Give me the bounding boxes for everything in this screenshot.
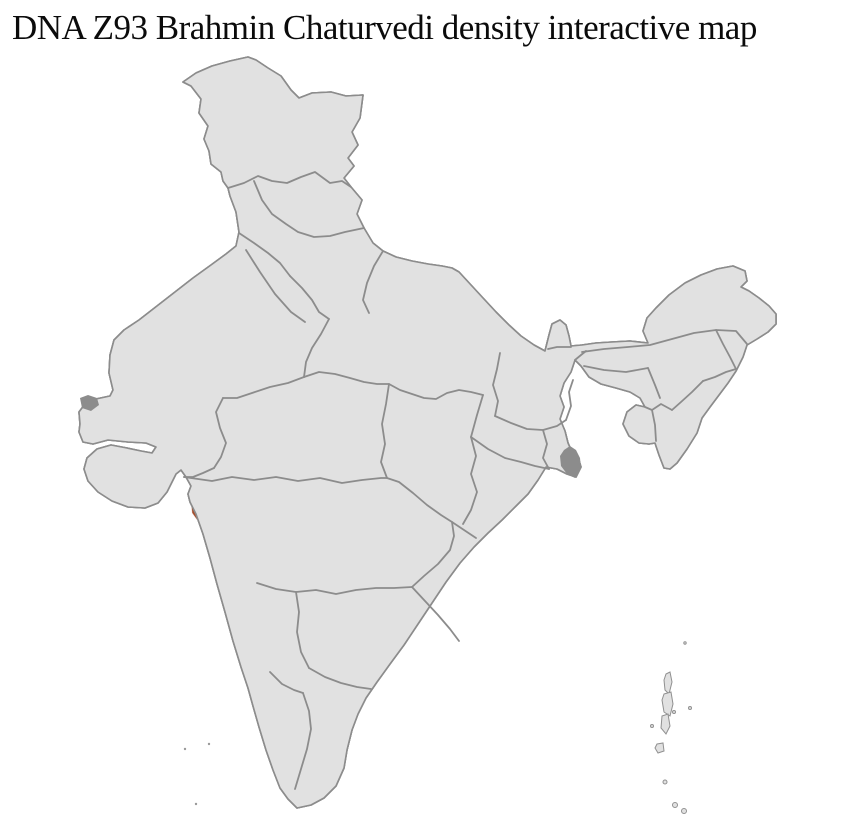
- india-landmass[interactable]: [78, 56, 777, 809]
- sundarbans-patch: [560, 446, 581, 478]
- rann-of-kutch-patch: [80, 395, 99, 411]
- no-data-patches: [80, 395, 581, 478]
- state-borders: [183, 171, 748, 790]
- lakshadweep-islands[interactable]: [183, 742, 211, 806]
- andaman-nicobar-islands[interactable]: [650, 641, 692, 814]
- page-title: DNA Z93 Brahmin Chaturvedi density inter…: [12, 8, 757, 47]
